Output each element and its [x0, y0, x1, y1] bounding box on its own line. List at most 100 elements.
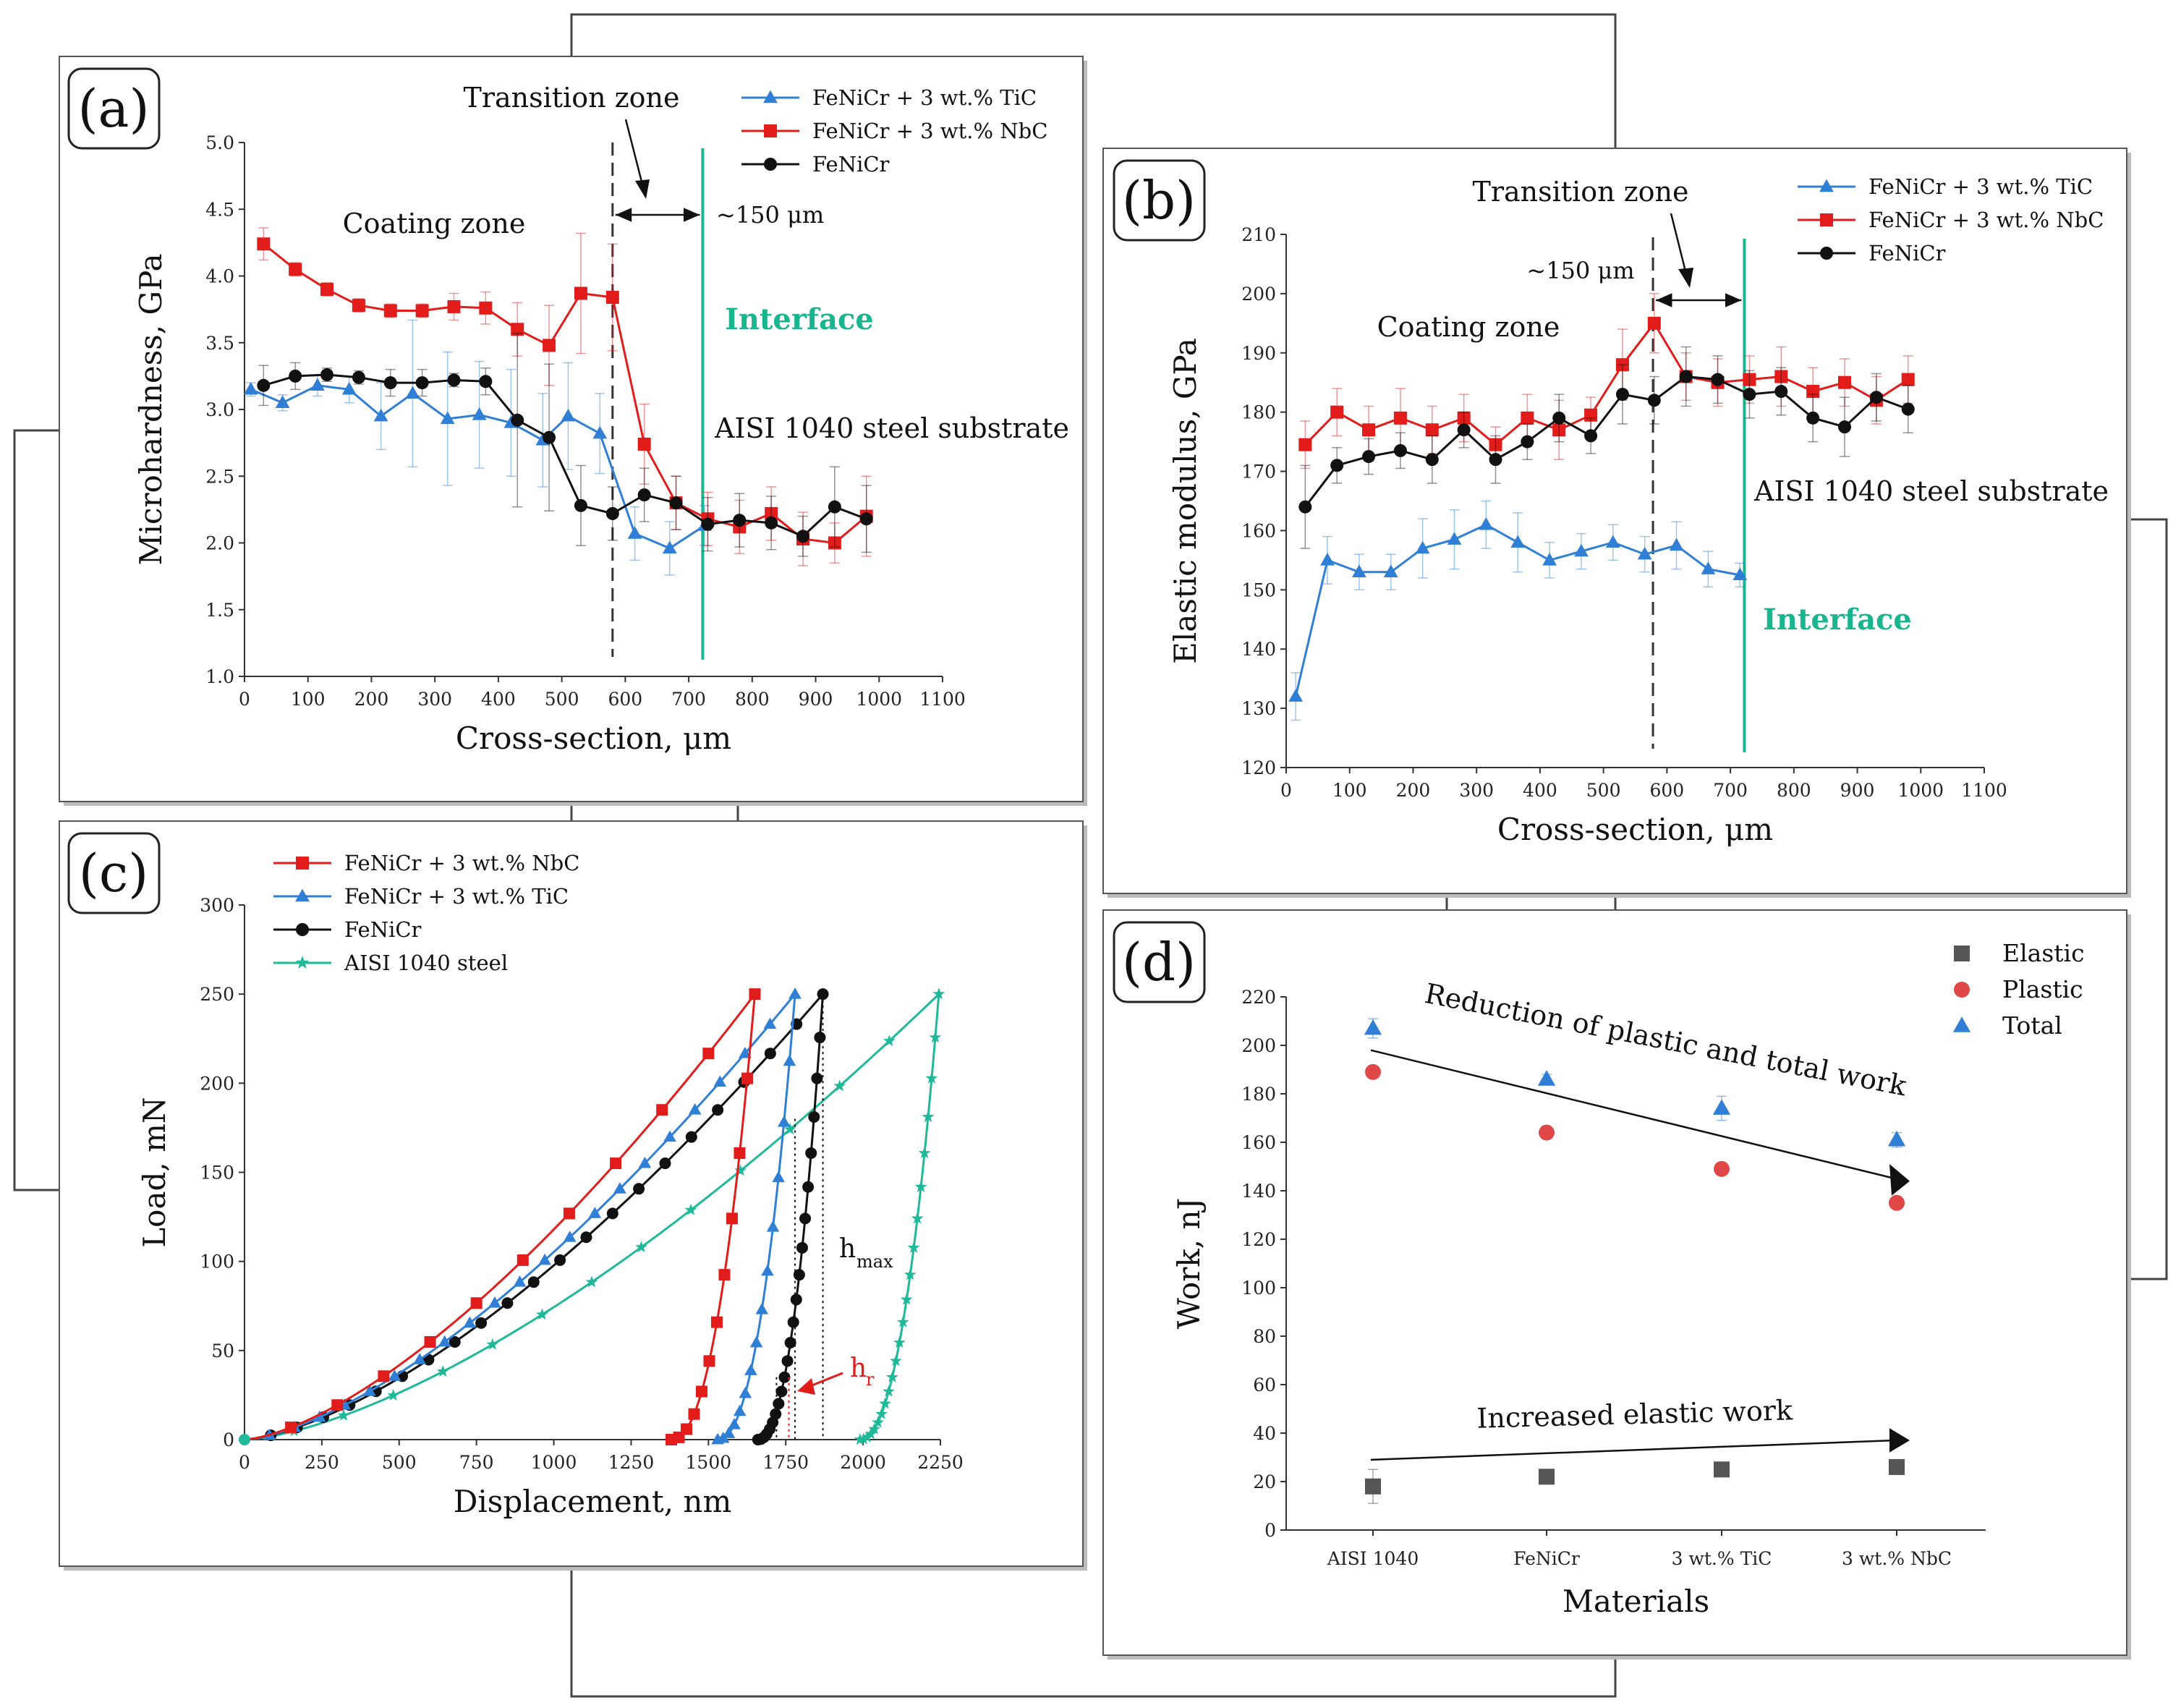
data-point [1605, 535, 1620, 548]
data-point [627, 526, 642, 539]
data-point [669, 496, 683, 510]
data-point [1425, 453, 1439, 467]
data-point [479, 375, 493, 388]
x-tick-label: 250 [305, 1452, 339, 1473]
unload-point [783, 1054, 796, 1066]
y-tick-label: 1.0 [205, 666, 234, 687]
x-axis-label: Materials [1563, 1584, 1709, 1619]
unload-point [879, 1397, 891, 1409]
y-tick-label: 20 [1253, 1471, 1276, 1492]
y-tick-label: 80 [1253, 1326, 1276, 1347]
unload-point [799, 1212, 812, 1225]
unload-point [790, 1293, 802, 1306]
load-point [554, 1254, 566, 1266]
hr-arrow-head [797, 1378, 815, 1395]
unload-point [875, 1407, 888, 1419]
unload-point [802, 1181, 815, 1193]
load-point [463, 1316, 477, 1328]
load-point [475, 1317, 488, 1329]
y-tick-label: 100 [1241, 1278, 1276, 1299]
x-tick-label: 0 [1280, 780, 1292, 801]
y-tick-label: 160 [1241, 1132, 1276, 1153]
data-point [1711, 373, 1725, 386]
x-tick-label: 100 [1332, 780, 1367, 801]
x-tick-label: 2000 [840, 1452, 886, 1473]
load-point [424, 1335, 436, 1348]
data-point [828, 536, 841, 550]
legend-marker [763, 90, 778, 103]
data-point [1889, 1194, 1905, 1211]
increase-arrow [1370, 1439, 1896, 1461]
data-point [1733, 567, 1748, 581]
legend-label: FeNiCr [344, 917, 422, 942]
data-point [701, 517, 715, 531]
x-tick-label: 500 [545, 689, 579, 710]
load-point [388, 1369, 401, 1381]
unload-point [911, 1212, 924, 1224]
interface-label: Interface [1763, 603, 1912, 637]
load-point [833, 1079, 846, 1092]
unload-point [766, 1220, 780, 1232]
unload-point [893, 1336, 906, 1348]
x-tick-label: AISI 1040 [1327, 1548, 1419, 1569]
data-point [1447, 532, 1462, 545]
legend-marker [1820, 213, 1833, 226]
legend-marker [296, 923, 309, 936]
data-point [1679, 370, 1693, 383]
data-point [440, 411, 455, 425]
unload-point [734, 1147, 746, 1159]
legend-marker [296, 857, 309, 870]
y-tick-label: 1.5 [205, 600, 234, 621]
interface-label: Interface [725, 302, 874, 336]
data-point [310, 378, 325, 391]
y-tick-label: 4.5 [205, 199, 234, 220]
x-tick-label: 1100 [1961, 780, 2007, 801]
data-point [605, 506, 619, 520]
load-point [585, 1275, 598, 1288]
unload-point [728, 1418, 741, 1429]
y-tick-label: 2.0 [205, 533, 234, 554]
data-point [1552, 411, 1566, 425]
x-axis-label: Cross-section, μm [1497, 812, 1773, 847]
data-point [796, 530, 809, 543]
unload-point [918, 1147, 931, 1159]
data-point [1574, 543, 1589, 557]
hmax-label: h [839, 1234, 856, 1264]
panel-b [1102, 148, 2127, 894]
load-point [488, 1296, 501, 1308]
substrate-label: AISI 1040 steel substrate [1753, 475, 2109, 507]
data-point [511, 413, 524, 427]
y-axis-label: Elastic modulus, GPa [1168, 338, 1203, 664]
load-point [527, 1276, 540, 1288]
y-tick-label: 200 [200, 1073, 234, 1094]
data-point [1901, 402, 1915, 416]
data-point [1393, 411, 1407, 425]
load-point [883, 1034, 896, 1047]
load-point [448, 1335, 461, 1348]
x-tick-label: 1000 [1897, 780, 1944, 801]
data-point [574, 498, 587, 512]
unload-point [696, 1385, 708, 1398]
data-point [1415, 540, 1430, 554]
unload-point [722, 1427, 736, 1438]
data-point [1351, 564, 1366, 577]
unload-point [726, 1212, 738, 1225]
unload-point [681, 1423, 693, 1435]
data-point [1584, 429, 1598, 443]
x-axis-label: Cross-section, μm [456, 721, 731, 756]
transition-arrow [1670, 213, 1687, 272]
data-point [1615, 388, 1629, 401]
data-point [1889, 1458, 1905, 1475]
unload-point [886, 1371, 898, 1382]
panel-c [59, 820, 1084, 1567]
data-point [1365, 1478, 1381, 1495]
unload-point [739, 1386, 752, 1398]
data-point [733, 514, 747, 527]
y-axis-label: Microhardness, GPa [133, 253, 169, 565]
unload-point [883, 1385, 895, 1397]
panel-a-label: (a) [77, 78, 149, 139]
load-point [633, 1183, 645, 1195]
data-point [472, 407, 487, 420]
unload-point [805, 1147, 817, 1159]
